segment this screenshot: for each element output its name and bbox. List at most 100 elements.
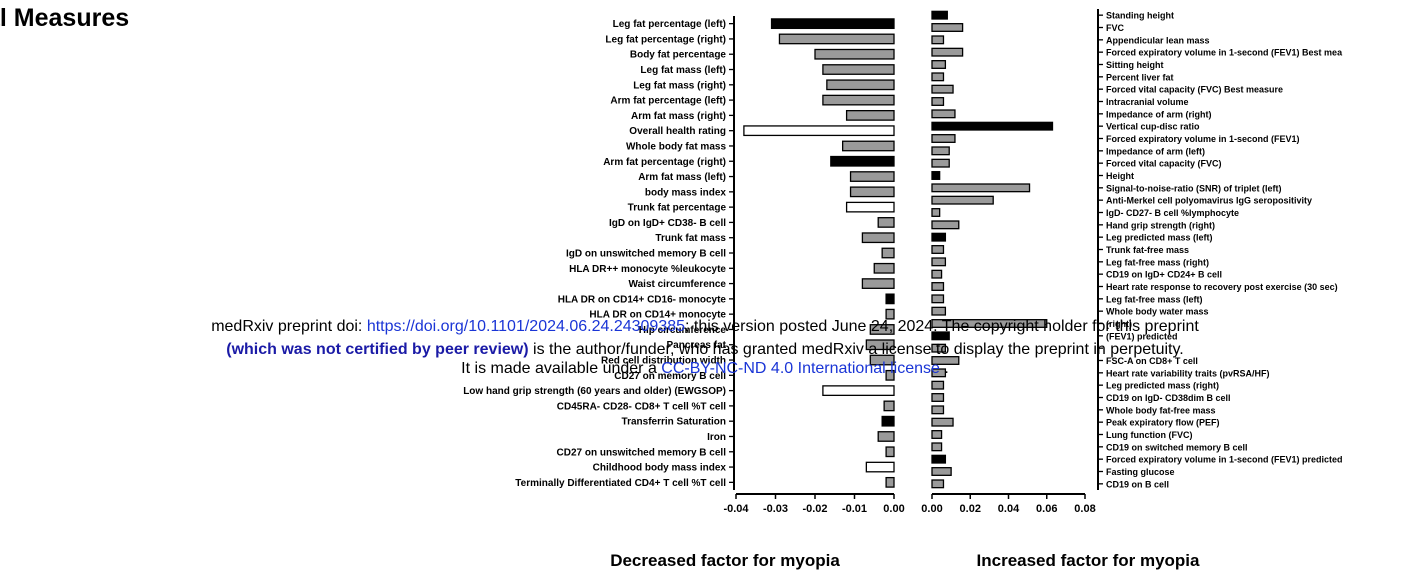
- x-tick-label: -0.01: [842, 503, 867, 515]
- bar: [822, 94, 895, 106]
- bar: [931, 23, 964, 32]
- category-label: IgD- CD27- B cell %lymphocyte: [1106, 208, 1239, 218]
- category-label: Leg fat mass (left): [640, 65, 726, 76]
- category-label: Forced expiratory volume in 1-second (FE…: [1106, 48, 1343, 58]
- category-label: HLA DR++ monocyte %leukocyte: [569, 264, 726, 275]
- bar: [931, 269, 943, 279]
- bar: [842, 140, 895, 152]
- bar: [778, 33, 895, 45]
- category-label: Pancreas fat: [667, 340, 727, 351]
- bar: [814, 48, 895, 60]
- category-label: Trunk fat mass: [655, 233, 726, 244]
- category-label: Forced expiratory volume in 1-second (FE…: [1106, 455, 1343, 465]
- category-label: Iron: [707, 432, 726, 443]
- x-tick-label: 0.06: [1036, 503, 1057, 515]
- bar: [931, 282, 945, 291]
- increased-factor-panel: Standing height FVC Appendicular lean mass…: [921, 9, 1343, 570]
- category-label: FVC: [1106, 23, 1125, 33]
- category-label: IgD on unswitched memory B cell: [566, 249, 726, 260]
- category-label: Low hand grip strength (60 years and old…: [463, 386, 726, 397]
- x-tick-label: 0.00: [921, 503, 942, 515]
- category-label: Intracranial volume: [1106, 97, 1189, 107]
- category-label: Heart rate response to recovery post exe…: [1106, 282, 1338, 292]
- category-label: Leg predicted mass (right): [1106, 381, 1219, 391]
- category-label: body mass index: [645, 187, 727, 198]
- bar: [826, 79, 895, 91]
- bar: [931, 319, 1048, 328]
- category-label: Waist circumference: [629, 279, 727, 290]
- bar: [931, 405, 945, 415]
- bar: [877, 431, 895, 442]
- category-label: Lung function (FVC): [1106, 430, 1192, 440]
- category-label: Leg fat mass (right): [633, 80, 726, 91]
- category-label: Percent liver fat: [1106, 72, 1174, 82]
- bar: [865, 461, 895, 473]
- bar: [931, 479, 945, 489]
- category-label: CD19 on IgD+ CD24+ B cell: [1106, 270, 1222, 280]
- bar: [869, 324, 895, 335]
- category-label: Transferrin Saturation: [622, 417, 726, 428]
- x-tick-label: -0.03: [763, 503, 788, 515]
- notice-line-3-suffix: .: [939, 360, 949, 377]
- category-label: HLA DR on CD14+ monocyte: [589, 310, 726, 321]
- bar: [861, 278, 895, 289]
- category-label: Forced vital capacity (FVC) Best measure: [1106, 85, 1283, 95]
- bar: [931, 417, 954, 427]
- bar: [931, 35, 945, 45]
- bar: [770, 18, 895, 30]
- bar: [931, 134, 956, 143]
- category-label: Whole body water mass: [1106, 307, 1209, 317]
- category-label: Red cell distribution width: [601, 356, 726, 367]
- bar: [885, 476, 895, 488]
- category-label: IgD on IgD+ CD38- B cell: [609, 218, 726, 229]
- category-label: HLA DR on CD14+ CD16- monocyte: [558, 294, 727, 305]
- category-label: Leg predicted mass (left): [1106, 233, 1213, 243]
- category-label: Leg fat percentage (right): [605, 34, 726, 45]
- category-label: Leg fat percentage (left): [613, 19, 726, 30]
- category-label: (right): [1106, 319, 1132, 329]
- bar: [885, 369, 895, 381]
- category-label: Standing height: [1106, 11, 1174, 21]
- category-label: Leg fat-free mass (left): [1106, 294, 1203, 304]
- bar: [931, 393, 945, 402]
- bar: [931, 60, 947, 69]
- bar: [931, 146, 950, 156]
- x-axis-title: Increased factor for myopia: [977, 551, 1201, 570]
- bar: [931, 10, 948, 20]
- decreased-factor-panel: Leg fat percentage (left) Leg fat percent…: [463, 16, 905, 570]
- preprint-notice-line-1: medRxiv preprint doi: https://doi.org/10…: [0, 318, 1410, 336]
- category-label: Childhood body mass index: [593, 463, 727, 474]
- license-link[interactable]: CC-BY-NC-ND 4.0 International license: [661, 360, 940, 377]
- preprint-notice-line-3: It is made available under a CC-BY-NC-ND…: [0, 360, 1410, 378]
- category-label: CD27 on unswitched memory B cell: [557, 447, 727, 458]
- category-label: Arm fat mass (right): [631, 111, 726, 122]
- peer-review-note: (which was not certified by peer review): [226, 341, 529, 358]
- bar: [845, 201, 895, 213]
- bar: [931, 430, 943, 439]
- bar: [873, 262, 895, 274]
- category-label: Hand grip strength (right): [1106, 220, 1215, 230]
- category-label: CD45RA- CD28- CD8+ T cell %T cell: [557, 401, 726, 412]
- bar: [931, 294, 945, 304]
- bar: [931, 306, 947, 316]
- category-label: Whole body fat mass: [626, 141, 726, 152]
- bar: [743, 125, 895, 137]
- bar: [881, 247, 895, 259]
- notice-prefix: medRxiv preprint doi:: [211, 318, 367, 335]
- bar: [822, 64, 895, 75]
- bar: [931, 442, 943, 452]
- bar: [931, 97, 945, 106]
- bar: [830, 155, 895, 167]
- category-label: FSC-A on CD8+ T cell: [1106, 356, 1198, 366]
- doi-link[interactable]: https://doi.org/10.1101/2024.06.24.24309…: [366, 318, 686, 335]
- category-label: (FEV1) predicted: [1106, 331, 1178, 341]
- bar: [822, 385, 895, 397]
- bar: [931, 331, 950, 341]
- bar: [861, 232, 895, 244]
- bar: [885, 293, 895, 305]
- category-label: Arm fat mass (left): [638, 172, 726, 183]
- x-tick-label: 0.00: [883, 503, 904, 515]
- category-label: Signal-to-noise-ratio (SNR) of triplet (…: [1106, 183, 1282, 193]
- category-label: Arm fat percentage (right): [603, 157, 726, 168]
- category-label: Arm fat percentage (left): [610, 96, 726, 107]
